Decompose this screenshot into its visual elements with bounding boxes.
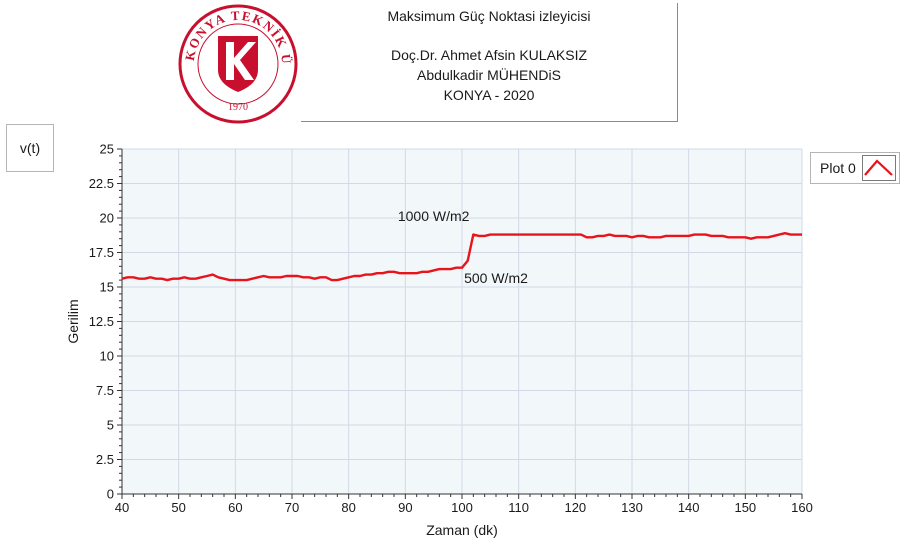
x-tick-label: 100 [451,500,473,515]
y-axis-title: Gerilim [65,299,81,343]
y-tick-label: 15 [100,280,114,295]
header-author: Abdulkadir MÜHENDiS [417,67,561,83]
y-tick-label: 22.5 [89,176,114,191]
y-tick-label: 20 [100,211,114,226]
chart-annotation: 500 W/m2 [464,270,528,286]
signal-indicator: v(t) [6,124,54,172]
x-tick-label: 70 [285,500,299,515]
x-tick-label: 120 [564,500,586,515]
chart-annotation: 1000 W/m2 [398,208,470,224]
x-tick-label: 110 [508,500,529,515]
header-location: KONYA - 2020 [443,87,535,103]
legend-swatch-icon[interactable] [862,155,896,181]
legend-label: Plot 0 [820,160,856,176]
x-tick-label: 160 [791,500,813,515]
y-tick-label: 0 [107,487,114,502]
university-seal-icon: KONYA TEKNİK ÜNİVERSİTESİ 1970 [167,0,298,124]
header-box: Maksimum Güç Noktasi izleyicisi Doç.Dr. … [301,3,678,122]
x-tick-label: 90 [398,500,412,515]
y-tick-label: 5 [107,418,114,433]
x-tick-label: 80 [341,500,355,515]
x-tick-label: 40 [115,500,129,515]
header-title: Maksimum Güç Noktasi izleyicisi [387,8,591,24]
header-advisor: Doç.Dr. Ahmet Afsin KULAKSIZ [390,47,588,63]
seal-year: 1970 [228,102,248,113]
y-tick-label: 17.5 [89,245,114,260]
x-tick-label: 140 [678,500,700,515]
x-tick-label: 150 [734,500,756,515]
y-tick-label: 12.5 [89,314,114,329]
y-tick-label: 7.5 [96,383,114,398]
x-tick-label: 50 [171,500,185,515]
x-tick-label: 60 [228,500,242,515]
signal-indicator-label: v(t) [19,140,41,156]
y-tick-label: 25 [100,142,114,157]
plot-legend[interactable]: Plot 0 [810,152,900,184]
x-axis-title: Zaman (dk) [426,522,498,538]
series-line-plot-0 [121,231,802,282]
university-logo: KONYA TEKNİK ÜNİVERSİTESİ 1970 [167,0,304,126]
y-tick-label: 2.5 [96,452,114,467]
x-tick-label: 130 [621,500,643,515]
y-tick-label: 10 [100,349,114,364]
